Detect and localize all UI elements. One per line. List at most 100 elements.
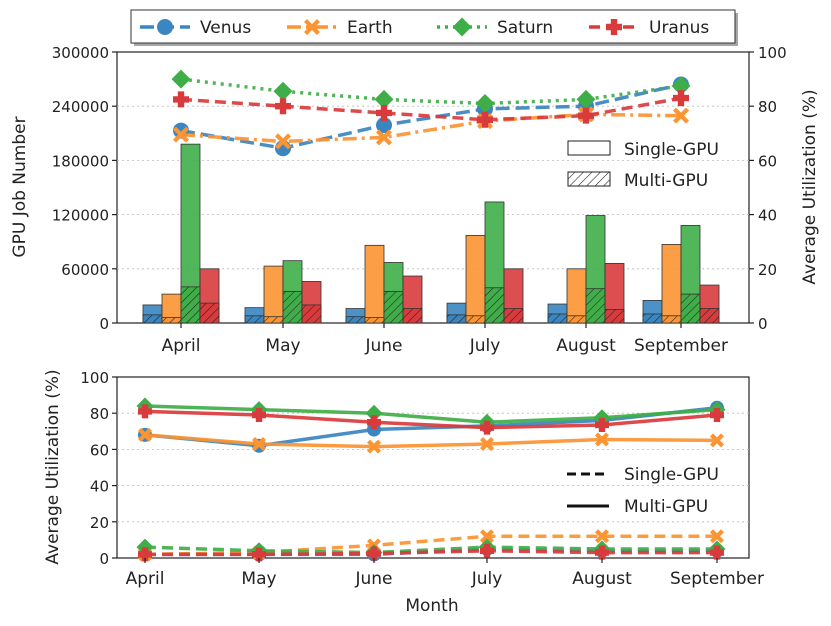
legend-label-venus: Venus bbox=[200, 18, 251, 38]
top-point-uranus bbox=[173, 91, 189, 108]
top-y-tick-label: 60000 bbox=[61, 261, 109, 279]
bar-multi-hatch-earth bbox=[162, 317, 181, 323]
legend-label-saturn: Saturn bbox=[497, 18, 553, 38]
top-point-saturn bbox=[171, 69, 191, 89]
top-style-legend: Single-GPU Multi-GPU bbox=[567, 140, 719, 191]
top-y-tick-label: 240000 bbox=[52, 98, 109, 116]
top-point-uranus bbox=[578, 107, 594, 124]
bar-multi-hatch-uranus bbox=[700, 308, 719, 323]
bar-multi-hatch-earth bbox=[466, 315, 485, 323]
bottom-point-multi-saturn bbox=[365, 404, 383, 422]
bottom-point-single-uranus bbox=[367, 546, 381, 561]
bottom-line-single-saturn bbox=[144, 545, 717, 555]
legend-label-single: Single-GPU bbox=[624, 465, 719, 485]
top-point-earth bbox=[673, 107, 689, 124]
bottom-line-single-uranus bbox=[145, 549, 717, 557]
legend-marker-earth bbox=[304, 19, 320, 35]
bottom-point-multi-uranus bbox=[595, 417, 609, 432]
bar-single-earth bbox=[364, 244, 385, 324]
bar-single-earth bbox=[263, 265, 284, 324]
bottom-x-tick-label: April bbox=[126, 569, 165, 589]
bar-multi-hatch-uranus bbox=[504, 308, 523, 323]
top-x-tick-label: June bbox=[364, 336, 402, 356]
bar-multi-hatch-venus bbox=[447, 314, 466, 323]
bottom-line-multi-earth bbox=[144, 433, 718, 449]
bar-multi-hatch-earth bbox=[662, 315, 681, 323]
bottom-style-legend: Single-GPU Multi-GPU bbox=[567, 465, 719, 517]
top-y-tick-label: 300000 bbox=[52, 44, 109, 62]
top-point-saturn bbox=[671, 76, 691, 96]
legend-swatch-single bbox=[567, 140, 611, 156]
legend-label-earth: Earth bbox=[347, 18, 393, 38]
bottom-point-single-uranus bbox=[138, 547, 152, 562]
top-point-uranus bbox=[376, 104, 392, 121]
legend-label-single: Single-GPU bbox=[624, 140, 719, 160]
bar-multi-hatch-saturn bbox=[681, 294, 700, 323]
bottom-point-single-earth bbox=[480, 529, 494, 544]
top-y2-tick-label: 40 bbox=[758, 207, 777, 225]
bottom-point-multi-uranus bbox=[138, 404, 152, 419]
bottom-point-multi-earth bbox=[367, 439, 381, 454]
bar-single-earth bbox=[566, 268, 587, 324]
top-x-tick-label: April bbox=[162, 336, 201, 356]
bar-multi-hatch-uranus bbox=[403, 308, 422, 323]
bottom-plot-frame bbox=[116, 376, 750, 559]
bar-multi-hatch-venus bbox=[143, 314, 162, 323]
bottom-point-multi-earth bbox=[138, 427, 152, 442]
bottom-y-tick-label: 0 bbox=[99, 550, 109, 568]
top-y2-tick-label: 80 bbox=[758, 98, 777, 116]
bar-multi-hatch-saturn bbox=[283, 291, 302, 323]
top-line-venus bbox=[180, 82, 682, 150]
bottom-point-single-uranus bbox=[710, 545, 724, 560]
bottom-point-single-earth bbox=[595, 529, 609, 544]
top-point-earth bbox=[275, 133, 291, 150]
legend-swatch-multi-hatch bbox=[568, 172, 610, 186]
bottom-point-multi-uranus bbox=[480, 420, 494, 435]
top-point-uranus bbox=[477, 111, 493, 128]
bottom-point-single-earth bbox=[710, 529, 724, 544]
bottom-point-multi-uranus bbox=[710, 408, 724, 423]
bar-multi-hatch-venus bbox=[346, 316, 365, 323]
bar-multi-hatch-earth bbox=[567, 315, 586, 323]
bar-multi-hatch-earth bbox=[264, 316, 283, 323]
top-y-tick-label: 180000 bbox=[52, 152, 109, 170]
top-y2-tick-label: 60 bbox=[758, 152, 777, 170]
top-y2-tick-label: 0 bbox=[758, 315, 768, 333]
bottom-y-axis-label: Average Utilization (%) bbox=[43, 369, 63, 564]
bottom-x-tick-label: May bbox=[241, 569, 276, 589]
bottom-y-tick-label: 60 bbox=[90, 441, 109, 459]
bottom-point-multi-earth bbox=[480, 436, 494, 451]
top-x-tick-label: May bbox=[265, 336, 300, 356]
top-y2-tick-label: 100 bbox=[758, 44, 787, 62]
top-point-saturn bbox=[576, 89, 596, 109]
bar-multi-hatch-uranus bbox=[302, 304, 321, 323]
bottom-y-tick-label: 40 bbox=[90, 478, 109, 496]
series-legend: Venus Earth Saturn Uranus bbox=[130, 9, 738, 46]
top-x-tick-label: August bbox=[556, 336, 616, 356]
top-point-saturn bbox=[374, 89, 394, 109]
bottom-point-multi-earth bbox=[252, 436, 266, 451]
bar-multi-hatch-venus bbox=[245, 315, 264, 323]
bar-multi-hatch-saturn bbox=[485, 287, 504, 323]
legend-label-uranus: Uranus bbox=[649, 18, 709, 38]
top-line-uranus bbox=[180, 96, 682, 122]
top-x-tick-label: September bbox=[634, 336, 728, 356]
bottom-point-multi-earth bbox=[595, 432, 609, 447]
top-y2-tick-label: 20 bbox=[758, 261, 777, 279]
legend-label-multi: Multi-GPU bbox=[624, 171, 708, 191]
bottom-line-multi-uranus bbox=[144, 409, 718, 430]
bar-multi-hatch-saturn bbox=[586, 288, 605, 323]
bar-multi-hatch-uranus bbox=[200, 303, 219, 323]
bottom-point-single-uranus bbox=[480, 543, 494, 558]
bottom-y-tick-label: 80 bbox=[90, 405, 109, 423]
bar-multi-hatch-saturn bbox=[181, 286, 200, 323]
bottom-point-single-uranus bbox=[595, 545, 609, 560]
legend-box bbox=[130, 9, 736, 44]
bar-multi-hatch-uranus bbox=[605, 309, 624, 323]
bar-multi-hatch-saturn bbox=[384, 291, 403, 323]
top-point-earth bbox=[376, 129, 392, 146]
bottom-x-tick-label: June bbox=[354, 569, 392, 589]
bar-multi-hatch-earth bbox=[365, 317, 384, 323]
top-y-axis-label: GPU Job Number bbox=[10, 116, 30, 257]
